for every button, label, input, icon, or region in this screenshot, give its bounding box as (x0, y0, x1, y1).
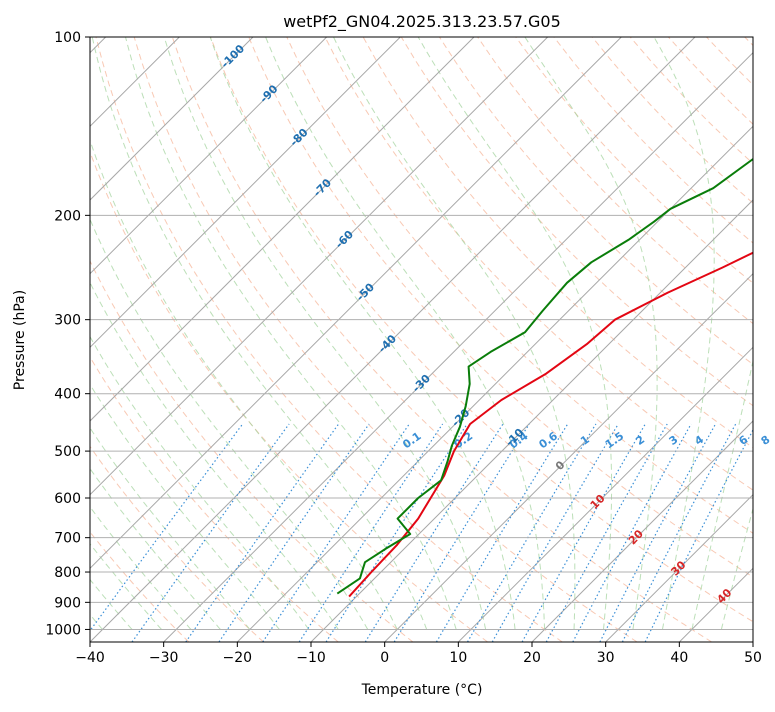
y-axis-ticks: 1000 900 800 700 600 500 400 300 200 100 (45, 30, 90, 638)
mixing-ratio-label: 2 (633, 433, 647, 448)
y-tick-label: 600 (54, 491, 81, 507)
moist-adiabat (0, 37, 220, 629)
moist-adiabat (126, 37, 457, 629)
y-tick-label: 100 (54, 30, 81, 46)
y-tick-label: 300 (54, 313, 81, 329)
x-tick-label: 20 (523, 650, 541, 666)
isotherm-line (753, 37, 775, 642)
x-tick-label: 0 (380, 650, 389, 666)
mixing-ratio-label: 0.6 (537, 429, 561, 451)
y-tick-label: 200 (54, 208, 81, 224)
chart-title: wetPf2_GN04.2025.313.23.57.G05 (283, 12, 561, 32)
x-tick-label: −10 (296, 650, 326, 666)
moist-adiabat (0, 37, 191, 629)
moist-adiabat (418, 37, 611, 629)
dry-adiabat (745, 37, 775, 642)
mixing-ratio-line (82, 424, 243, 642)
moist-adiabat (334, 37, 575, 629)
isotherm-line (164, 37, 769, 642)
y-tick-label: 700 (54, 531, 81, 547)
plot-frame (90, 37, 753, 642)
isotherm-line (458, 37, 775, 642)
mixing-ratio-label: 1 (578, 433, 592, 448)
isotherm-line (679, 37, 775, 642)
x-tick-label: 10 (449, 650, 467, 666)
mixing-ratio-label: 6 (737, 433, 751, 448)
mixing-ratio-line (546, 424, 667, 642)
dry-adiabat (96, 37, 562, 642)
x-tick-label: −20 (223, 650, 253, 666)
dry-adiabat (516, 37, 775, 642)
x-tick-label: 30 (597, 650, 615, 666)
dry-adiabat (20, 37, 413, 642)
x-axis-label: Temperature (°C) (361, 682, 483, 698)
mixing-ratio-line (645, 424, 756, 642)
dry-adiabat (0, 37, 264, 642)
mixing-ratio-line (492, 424, 618, 642)
isotherm-line (0, 37, 327, 642)
dry-adiabat (58, 37, 488, 642)
y-tick-label: 1000 (45, 622, 81, 638)
x-tick-label: −30 (149, 650, 179, 666)
isotherm-line (16, 37, 621, 642)
y-tick-label: 900 (54, 595, 81, 611)
isotherm-line (237, 37, 775, 642)
moist-adiabat (654, 37, 714, 629)
isotherm-line (0, 37, 400, 642)
moist-adiabat (63, 37, 397, 629)
mixing-ratio-line (468, 424, 596, 642)
moist-adiabat (38, 37, 368, 629)
y-tick-label: 400 (54, 387, 81, 403)
mixing-ratio-line (326, 424, 467, 642)
x-tick-label: 50 (744, 650, 762, 666)
dry-adiabat (0, 37, 189, 642)
y-tick-label: 500 (54, 444, 81, 460)
dry-adiabat (707, 37, 775, 642)
mixing-ratio-label: 3 (667, 433, 681, 448)
moist-adiabat (210, 37, 515, 629)
pressure-gridlines (90, 37, 753, 629)
mixing-ratio-label: 4 (692, 433, 706, 448)
mixing-ratio-line (186, 424, 339, 642)
y-tick-label: 800 (54, 565, 81, 581)
mixing-ratio-line (365, 424, 503, 642)
dry-adiabat (592, 37, 775, 642)
x-tick-label: 40 (670, 650, 688, 666)
mixing-ratio-line (299, 424, 442, 642)
isotherm-line (532, 37, 775, 642)
mixing-ratio-label: 8 (759, 433, 773, 448)
moist-adiabat (721, 37, 775, 629)
isotherm-line (0, 37, 474, 642)
moist-adiabat (92, 37, 427, 629)
x-tick-label: −40 (75, 650, 105, 666)
y-axis-label: Pressure (hPa) (12, 290, 28, 390)
isotherm-line (385, 37, 775, 642)
mixing-ratio-line (600, 424, 716, 642)
moist-adiabat (0, 37, 250, 629)
moist-adiabat (692, 37, 775, 629)
dry-adiabat (478, 37, 775, 642)
x-axis-ticks: −40 −30 −20 −10 0 10 20 30 40 50 (75, 642, 762, 666)
mixing-ratio-label: 1.5 (603, 429, 626, 451)
dry-adiabat (0, 37, 338, 642)
dry-adiabat (668, 37, 775, 642)
